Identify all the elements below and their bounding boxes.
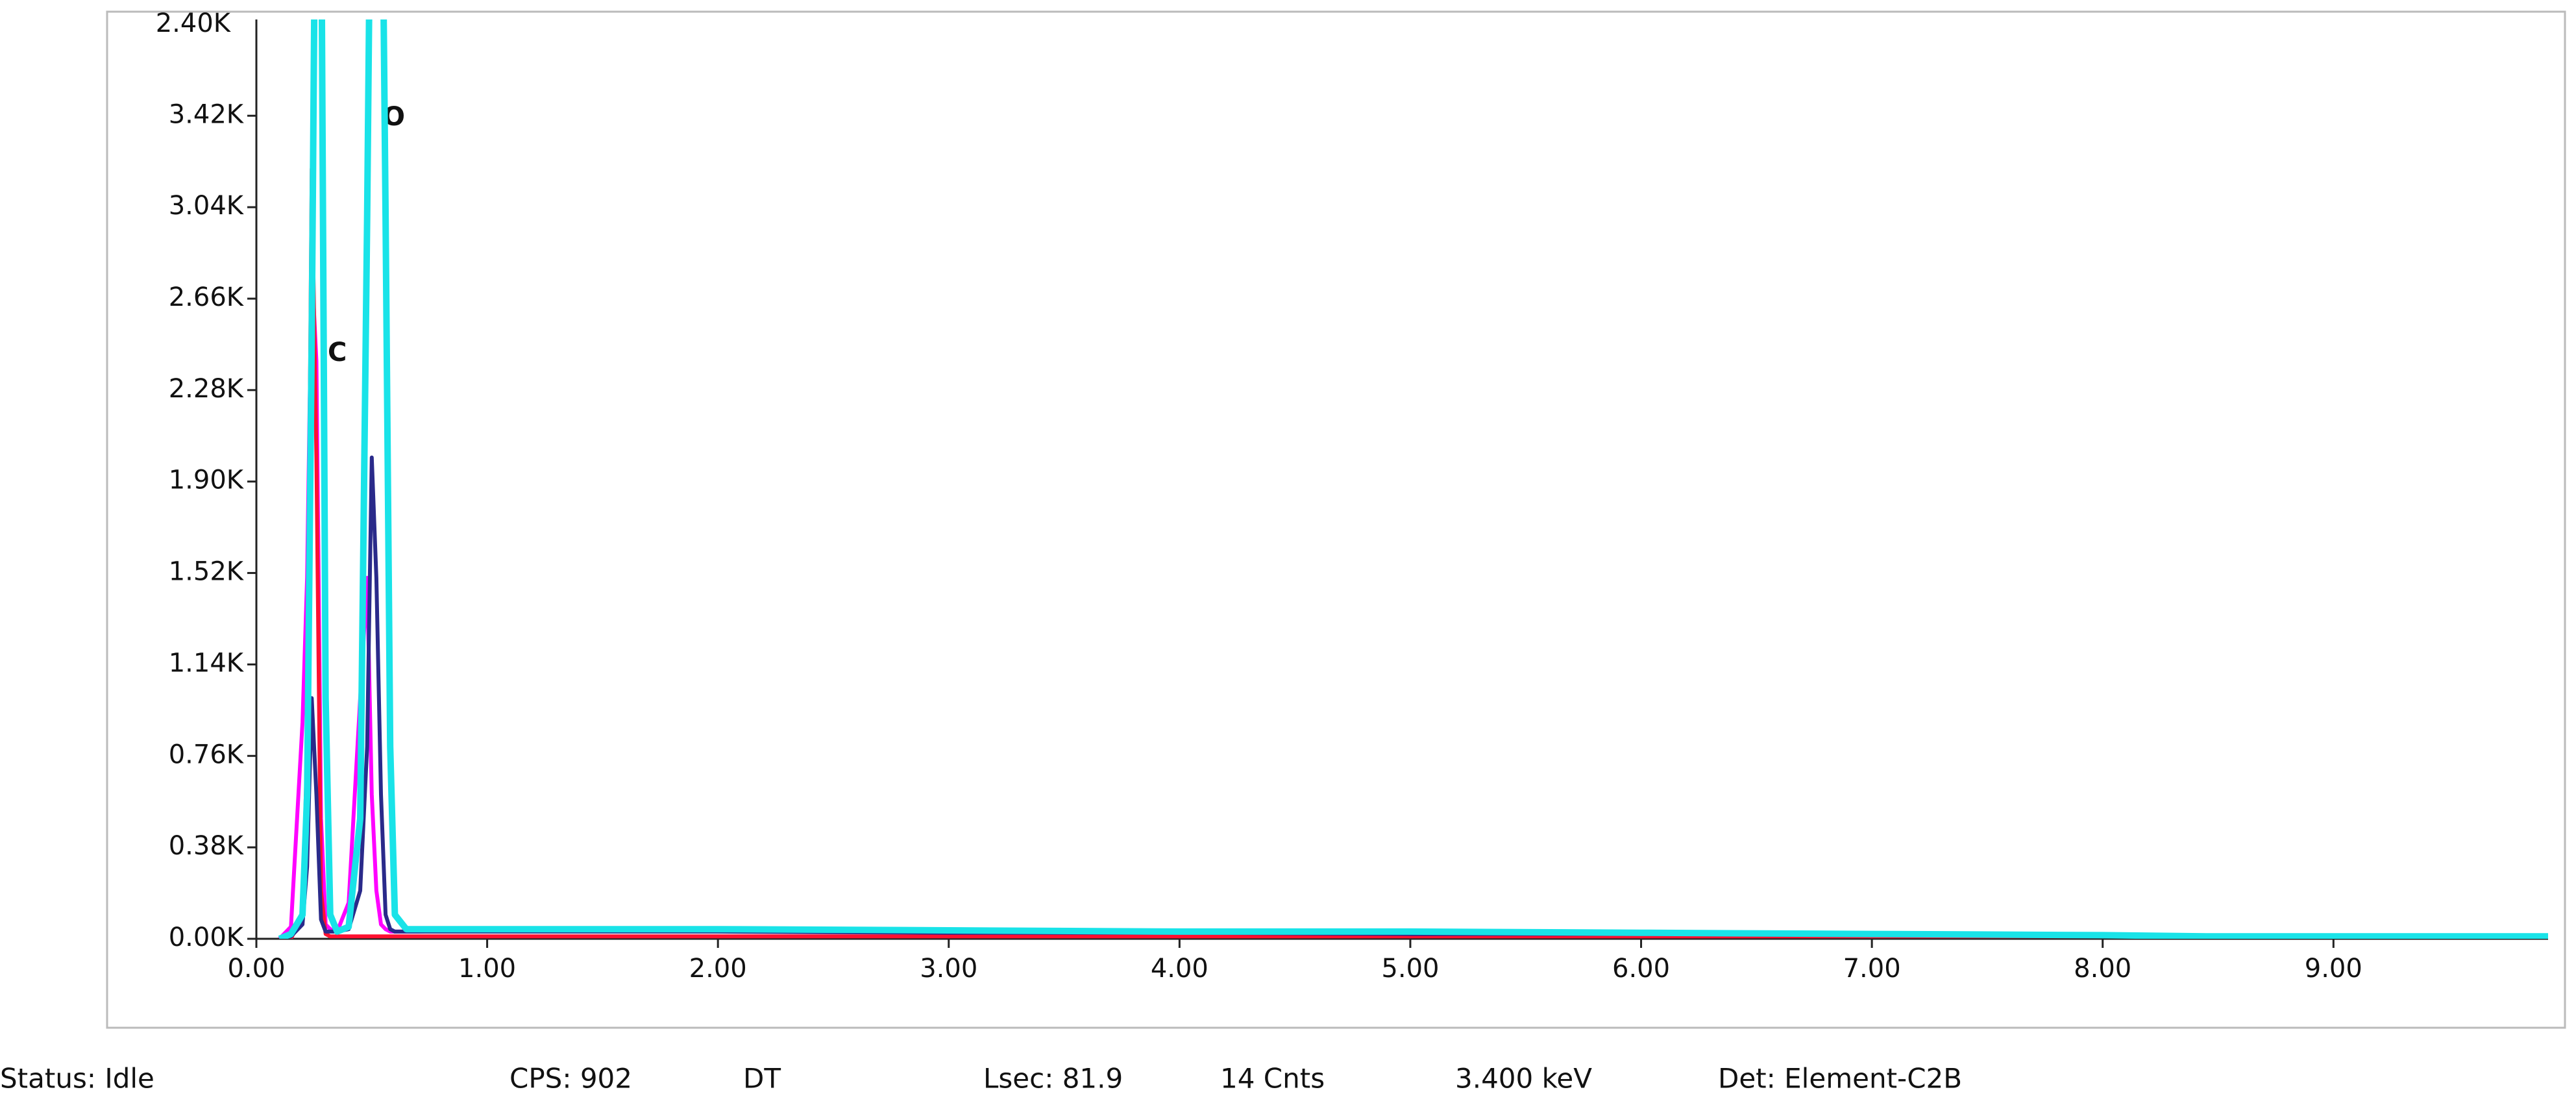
series-group: [278, 19, 2548, 939]
x-tick-label: 0.00: [227, 954, 285, 984]
status-item: Status: Idle: [0, 1063, 154, 1095]
status-item: Det: Element-C2B: [1718, 1063, 1962, 1095]
y-tick-label: 3.42K: [169, 99, 245, 129]
status-item: 14 Cnts: [1220, 1063, 1325, 1095]
y-tick-label: 1.52K: [169, 557, 245, 587]
y-tick-label: 1.90K: [169, 466, 245, 495]
status-bar: Status: Idle CPS: 902 DT Lsec: 81.9 14 Cnts 3…: [0, 1063, 1962, 1095]
x-tick-label: 2.00: [689, 954, 747, 984]
x-tick-label: 4.00: [1151, 954, 1208, 984]
y-tick-label: 0.76K: [169, 739, 245, 769]
y-tick-label: 2.28K: [169, 374, 245, 404]
status-item: Lsec: 81.9: [983, 1063, 1123, 1095]
status-item: DT: [743, 1063, 781, 1095]
spectrum-line: [278, 19, 2548, 939]
y-tick-label: 0.38K: [169, 831, 245, 861]
x-tick-label: 7.00: [1843, 954, 1901, 984]
y-tick-label: 0.00K: [169, 923, 245, 952]
spectrum-line: [279, 166, 2548, 939]
x-tick-label: 8.00: [2074, 954, 2131, 984]
status-item: 3.400 keV: [1455, 1063, 1592, 1095]
x-tick-label: 6.00: [1612, 954, 1670, 984]
y-top-label: 2.40K: [156, 8, 232, 38]
x-tick-label: 1.00: [458, 954, 516, 984]
x-tick-label: 9.00: [2305, 954, 2362, 984]
x-tick-label: 3.00: [920, 954, 977, 984]
y-tick-label: 2.66K: [169, 282, 245, 312]
y-tick-label: 1.14K: [169, 648, 245, 678]
plot-frame: [106, 10, 2566, 1029]
y-tick-label: 3.04K: [169, 191, 245, 221]
x-tick-label: 5.00: [1381, 954, 1439, 984]
annotation: C: [328, 338, 347, 367]
status-item: CPS: 902: [509, 1063, 632, 1095]
